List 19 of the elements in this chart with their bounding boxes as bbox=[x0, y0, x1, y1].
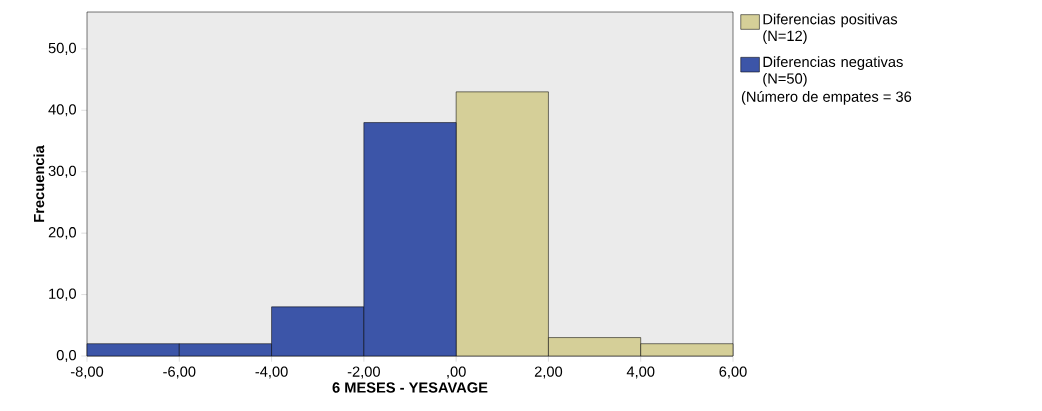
y-axis-title: Frecuencia bbox=[33, 145, 45, 222]
x-tick-label: 4,00 bbox=[626, 366, 655, 379]
legend-label: Diferencias negativas (N=50) bbox=[763, 56, 903, 87]
x-tick-label: 2,00 bbox=[534, 366, 563, 379]
y-tick-label: 10,0 bbox=[49, 288, 77, 301]
y-tick-label: 20,0 bbox=[48, 227, 77, 240]
y-tick-label: 30,0 bbox=[48, 165, 77, 178]
x-tick-label: -2,00 bbox=[347, 366, 380, 379]
x-tick-label: -8,00 bbox=[70, 366, 104, 379]
y-tick-label: 50,0 bbox=[48, 42, 77, 55]
x-tick-label: -4,00 bbox=[255, 366, 288, 379]
legend-label: Diferencias positivas (N=12) bbox=[763, 13, 898, 44]
x-axis-title: 6 MESES - YESAVAGE bbox=[332, 382, 488, 393]
x-tick-label: 6,00 bbox=[719, 366, 747, 379]
text: (Número de empates = 36 bbox=[741, 90, 912, 105]
x-tick-label: -6,00 bbox=[163, 366, 196, 379]
x-tick-label: ,00 bbox=[447, 366, 466, 379]
y-tick-label: 0,0 bbox=[56, 349, 77, 363]
y-tick-label: 40,0 bbox=[48, 104, 77, 117]
